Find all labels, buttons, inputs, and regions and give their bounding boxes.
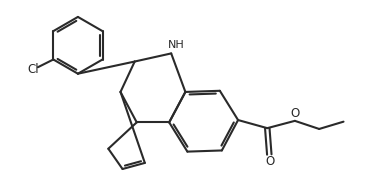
Text: O: O [265, 155, 275, 167]
Text: NH: NH [168, 40, 185, 50]
Text: Cl: Cl [27, 63, 39, 76]
Text: O: O [290, 107, 300, 120]
